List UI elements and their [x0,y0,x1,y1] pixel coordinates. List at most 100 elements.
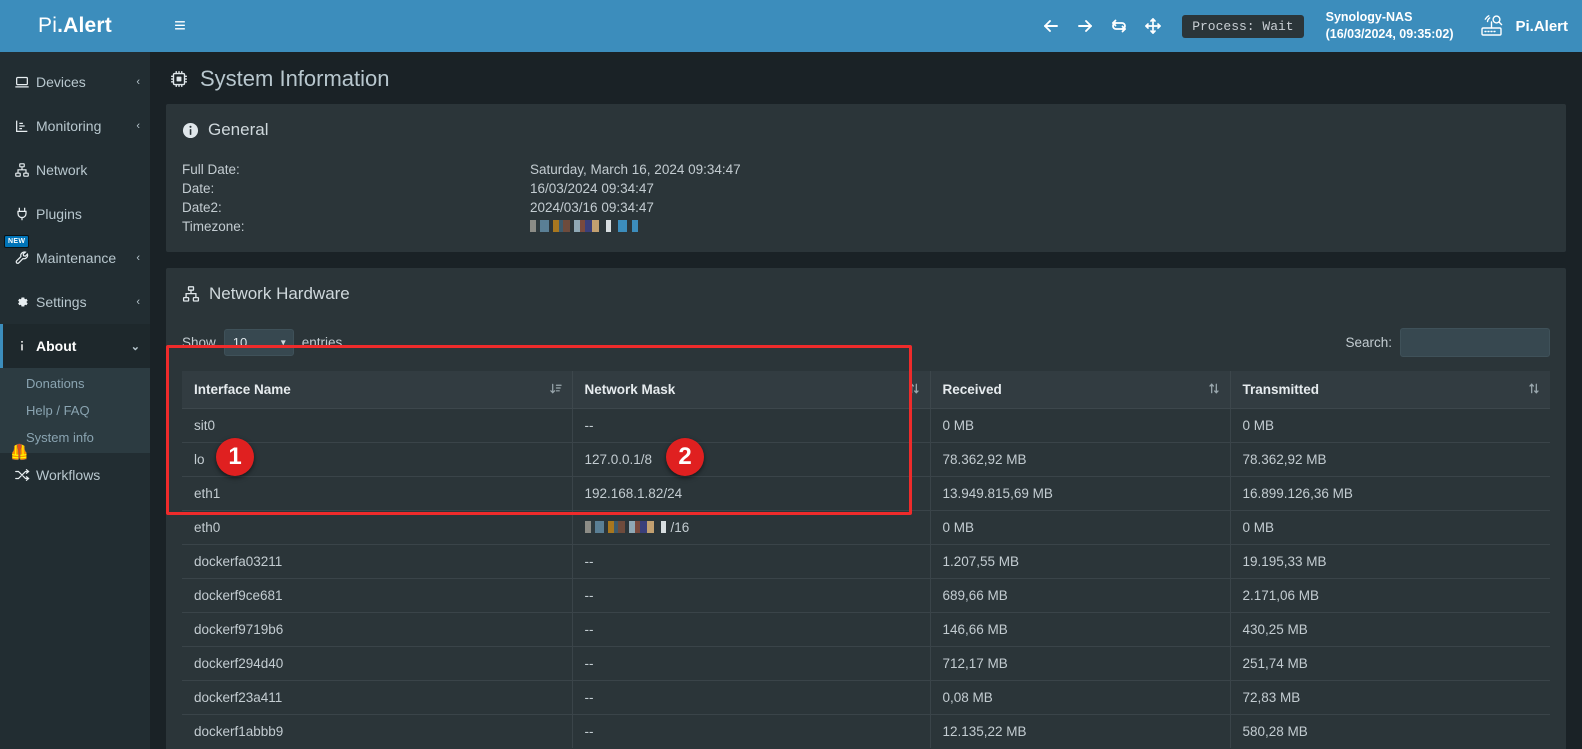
sidebar-item-about[interactable]: About ⌄ [0,324,150,368]
chevron-left-icon: ‹ [136,296,140,308]
sidebar-item-plugins[interactable]: Plugins [0,192,150,236]
table-row[interactable]: dockerfa03211 -- 1.207,55 MB 19.195,33 M… [182,544,1550,579]
general-box-title: General [208,120,269,139]
table-row[interactable]: lo 127.0.0.1/8 78.362,92 MB 78.362,92 MB [182,442,1550,477]
cell-network-mask: -- [572,544,931,579]
user-label[interactable]: Pi.Alert [1515,17,1568,35]
cell-interface-name: dockerf294d40 [182,646,573,681]
table-row[interactable]: sit0 -- 0 MB 0 MB [182,408,1550,443]
chart-list-icon [14,118,36,134]
info-circle-icon [182,122,199,139]
annotation-marker-1: 1 [216,438,254,476]
table-row[interactable]: dockerf294d40 -- 712,17 MB 251,74 MB [182,646,1550,681]
sitemap-icon [14,162,36,178]
sidebar-item-label: Workflows [36,467,101,483]
sidebar-item-settings[interactable]: Settings ‹ [0,280,150,324]
cell-transmitted: 0 MB [1230,510,1550,545]
body-row: Devices ‹ Monitoring ‹ Network [0,52,1582,749]
table-row[interactable]: dockerf1abbb9 -- 12.135,22 MB 580,28 MB [182,714,1550,748]
network-hardware-table: Interface Name Network Mask [182,371,1550,748]
general-value: Saturday, March 16, 2024 09:34:47 [530,162,741,177]
search-label: Search: [1345,335,1392,350]
sidebar-item-workflows[interactable]: 🦺 Workflows [0,444,150,497]
chevron-left-icon: ‹ [136,120,140,132]
redaction-block [530,220,638,232]
nas-info: Synology-NAS (16/03/2024, 09:35:02) [1326,9,1454,43]
sidebar-item-maintenance[interactable]: NEW Maintenance ‹ [0,235,150,280]
sidebar-item-label: Devices [36,74,86,90]
datatable-controls: Show 10 25 50 100 ▾ entries [182,324,1550,371]
sitemap-icon [182,285,200,303]
table-row[interactable]: eth0 /16 0 MB 0 MB [182,510,1550,545]
cell-received: 0 MB [930,408,1231,443]
microchip-icon [168,68,190,90]
sidebar: Devices ‹ Monitoring ‹ Network [0,52,150,749]
move-icon[interactable] [1136,9,1170,43]
cell-network-mask: -- [572,680,931,715]
brand-logo[interactable]: Pi .Alert [0,0,150,52]
table-row[interactable]: dockerf9ce681 -- 689,66 MB 2.171,06 MB [182,578,1550,613]
chevron-left-icon: ‹ [136,252,140,264]
general-value-redacted [530,217,741,236]
general-box-body: Full Date: Saturday, March 16, 2024 09:3… [166,146,1566,252]
sidebar-item-devices[interactable]: Devices ‹ [0,60,150,104]
sidebar-toggle-icon[interactable]: ≡ [174,15,186,37]
table-row: Date2: 2024/03/16 09:34:47 [182,198,741,217]
cell-network-mask: -- [572,646,931,681]
cell-interface-name: dockerfa03211 [182,544,573,579]
chevron-left-icon: ‹ [136,76,140,88]
search-input[interactable] [1400,328,1550,357]
cell-interface-name: sit0 [182,408,573,443]
sidebar-item-label: Monitoring [36,118,102,134]
table-row[interactable]: eth1 192.168.1.82/24 13.949.815,69 MB 16… [182,476,1550,511]
nas-date: (16/03/2024, 09:35:02) [1325,27,1454,41]
arrow-left-icon[interactable] [1034,9,1068,43]
table-row: Full Date: Saturday, March 16, 2024 09:3… [182,160,741,179]
cell-transmitted: 580,28 MB [1242,724,1308,739]
table-row[interactable]: dockerf9719b6 -- 146,66 MB 430,25 MB [182,612,1550,647]
chevron-down-icon: ⌄ [130,340,140,353]
cell-network-mask: -- [572,408,931,443]
info-icon [14,338,36,354]
cell-network-mask-redacted: /16 [572,510,931,545]
submenu-item-help-faq[interactable]: Help / FAQ [26,403,90,418]
column-label: Network Mask [584,382,676,397]
cell-received: 0 MB [930,510,1231,545]
status-badge: Process: Wait [1182,14,1304,38]
column-header-network-mask[interactable]: Network Mask [572,371,931,409]
general-box: General Full Date: Saturday, March 16, 2… [166,104,1566,252]
cell-interface-name: eth0 [182,510,573,545]
cell-received: 689,66 MB [930,578,1231,613]
cell-transmitted: 430,25 MB [1230,612,1550,647]
cell-received: 12.135,22 MB [930,714,1231,748]
table-row: Date: 16/03/2024 09:34:47 [182,179,741,198]
safety-vest-icon: 🦺 [10,444,29,461]
arrow-right-icon[interactable] [1068,9,1102,43]
column-header-transmitted[interactable]: Transmitted [1230,371,1550,409]
cell-transmitted: 72,83 MB [1230,680,1550,715]
cell-received: 146,66 MB [930,612,1231,647]
general-box-header: General [166,107,1566,146]
cell-received: 712,17 MB [930,646,1231,681]
sidebar-item-network[interactable]: Network [0,148,150,192]
page-header: System Information [150,52,1582,104]
redaction-block [584,521,671,533]
refresh-icon[interactable] [1102,9,1136,43]
sort-both-icon [1528,382,1540,398]
table-row[interactable]: dockerf23a411 -- 0,08 MB 72,83 MB [182,680,1550,715]
sidebar-item-monitoring[interactable]: Monitoring ‹ [0,104,150,148]
brand-text-bold: .Alert [57,14,112,37]
show-label: Show [182,335,216,350]
general-label: Timezone: [182,219,245,234]
wrench-icon [14,250,36,266]
submenu-item-system-info[interactable]: System info [26,430,94,445]
cell-transmitted: 2.171,06 MB [1230,578,1550,613]
page-length-select[interactable]: 10 25 50 100 [223,329,294,356]
sort-desc-icon [549,382,562,398]
new-badge: NEW [4,235,30,248]
submenu-item-donations[interactable]: Donations [26,376,85,391]
column-header-interface-name[interactable]: Interface Name [182,371,573,409]
column-header-received[interactable]: Received [930,371,1231,409]
cell-interface-name: dockerf1abbb9 [182,714,573,748]
cell-interface-name: dockerf23a411 [182,680,573,715]
